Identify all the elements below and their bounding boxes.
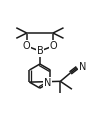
Text: O: O bbox=[23, 41, 31, 51]
Text: B: B bbox=[37, 46, 43, 56]
Text: O: O bbox=[49, 41, 57, 51]
Text: N: N bbox=[44, 78, 51, 88]
Text: N: N bbox=[79, 62, 86, 72]
